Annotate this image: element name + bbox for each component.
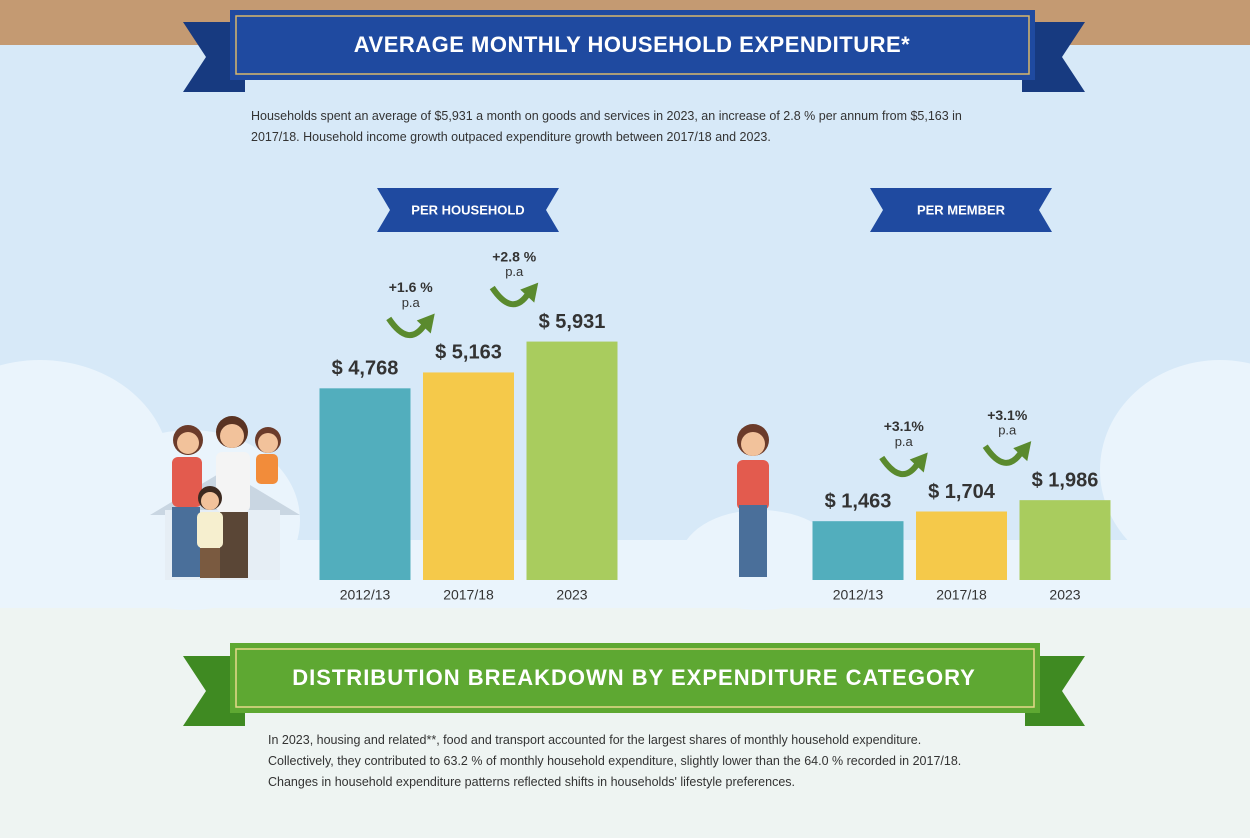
- value-label: $ 1,986: [1032, 469, 1099, 491]
- family-illustration: [150, 416, 300, 580]
- pill-label: [870, 188, 1052, 232]
- intro-text: Households spent an average of $5,931 a …: [251, 109, 962, 144]
- ribbon-tail: [1022, 22, 1085, 92]
- x-tick-label: 2017/18: [936, 587, 987, 603]
- pill-label: [377, 188, 559, 232]
- section-text: In 2023, housing and related**, food and…: [268, 733, 962, 789]
- growth-arrowhead: [416, 313, 435, 334]
- bar: [916, 511, 1007, 580]
- bar: [812, 521, 904, 580]
- growth-unit: p.a: [998, 423, 1017, 438]
- growth-unit: p.a: [895, 434, 914, 449]
- growth-label: +3.1%: [884, 418, 925, 434]
- ribbon-tail: [183, 656, 245, 726]
- growth-label: +1.6 %: [389, 279, 434, 295]
- growth-arrow: [386, 316, 428, 338]
- banner: [230, 10, 1035, 80]
- value-label: $ 1,704: [928, 481, 996, 503]
- banner: [230, 643, 1040, 713]
- growth-arrow: [982, 444, 1024, 466]
- growth-label: +2.8 %: [492, 248, 537, 264]
- banner-border: [235, 15, 1030, 75]
- x-tick-label: 2012/13: [340, 587, 391, 603]
- bar: [319, 388, 411, 580]
- growth-unit: p.a: [402, 295, 421, 310]
- chart-title: PER MEMBER: [917, 202, 1006, 217]
- x-tick-label: 2012/13: [833, 587, 884, 603]
- title: AVERAGE MONTHLY HOUSEHOLD EXPENDITURE*: [354, 32, 910, 57]
- growth-arrow: [879, 455, 921, 477]
- growth-arrowhead: [1013, 441, 1032, 462]
- bar: [1019, 500, 1111, 580]
- x-tick-label: 2023: [1049, 587, 1080, 603]
- bar: [423, 372, 514, 580]
- growth-arrowhead: [909, 452, 928, 473]
- growth-label: +3.1%: [987, 407, 1028, 423]
- bar: [526, 341, 618, 580]
- growth-arrowhead: [520, 282, 539, 303]
- x-tick-label: 2017/18: [443, 587, 494, 603]
- chart-title: PER HOUSEHOLD: [411, 202, 524, 217]
- value-label: $ 5,931: [539, 311, 606, 333]
- x-tick-label: 2023: [556, 587, 587, 603]
- value-label: $ 5,163: [435, 342, 502, 364]
- ribbon-tail: [183, 22, 245, 92]
- member-illustration: [737, 424, 769, 577]
- value-label: $ 4,768: [332, 358, 399, 380]
- section-title: DISTRIBUTION BREAKDOWN BY EXPENDITURE CA…: [292, 665, 976, 690]
- value-label: $ 1,463: [825, 490, 892, 512]
- growth-arrow: [489, 285, 531, 308]
- growth-unit: p.a: [505, 264, 524, 279]
- banner-border: [235, 648, 1035, 708]
